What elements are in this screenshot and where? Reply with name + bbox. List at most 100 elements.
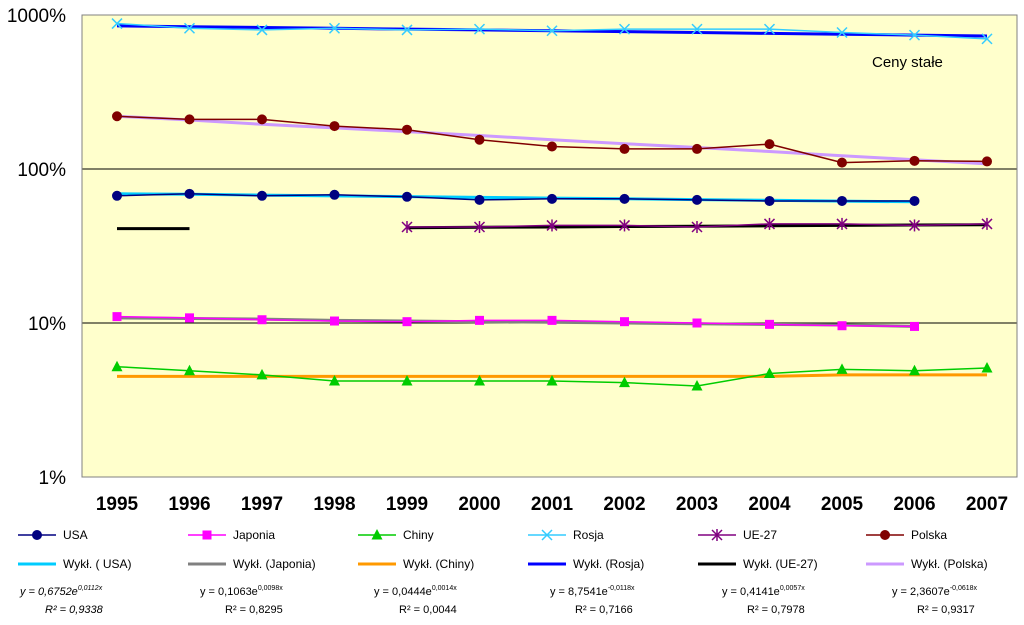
x-tick-label: 1999 xyxy=(386,494,428,515)
data-point xyxy=(401,221,413,234)
legend-item-chiny: Chiny xyxy=(358,528,434,542)
legend-label: Rosja xyxy=(573,528,604,542)
data-point xyxy=(329,375,340,386)
equation-text: y = 0,1063e0,0098x xyxy=(200,585,283,598)
legend-label: Japonia xyxy=(233,528,275,542)
data-point xyxy=(184,114,195,125)
series-usa xyxy=(112,188,920,206)
x-tick-label: 2002 xyxy=(603,494,645,515)
r-squared-text: R² = 0,9338 xyxy=(45,604,104,616)
x-tick-label: 2001 xyxy=(531,494,574,515)
data-point xyxy=(541,529,553,541)
data-point xyxy=(329,121,340,132)
data-point xyxy=(764,139,775,150)
data-point xyxy=(475,315,484,325)
legend-label: Wykł. (Chiny) xyxy=(403,557,474,571)
data-point xyxy=(184,364,195,376)
data-point xyxy=(711,529,723,541)
x-tick-label: 2003 xyxy=(676,494,718,515)
data-point xyxy=(692,143,702,154)
data-point xyxy=(618,23,631,35)
data-point xyxy=(256,368,268,380)
data-point xyxy=(474,194,485,205)
data-point xyxy=(202,530,212,540)
data-point xyxy=(546,219,558,232)
x-tick-label: 2004 xyxy=(748,494,791,515)
data-point xyxy=(908,219,921,232)
equation-text: y = 0,4141e0,0057x xyxy=(722,585,805,598)
trendline-equation: y = 0,1063e0,0098x R² = 0,8295 xyxy=(200,585,283,616)
legend-item-wyk-usa: Wykł. ( USA) xyxy=(18,557,132,571)
data-point xyxy=(909,155,920,166)
legend-label: Wykł. ( USA) xyxy=(63,557,132,571)
data-point xyxy=(256,24,268,36)
data-point xyxy=(112,190,122,201)
data-point xyxy=(547,193,557,204)
data-point xyxy=(763,217,776,230)
x-tick-label: 1997 xyxy=(241,494,283,515)
data-point xyxy=(981,362,993,373)
data-point xyxy=(836,26,848,39)
legend-label: USA xyxy=(63,528,88,542)
data-point xyxy=(619,143,630,154)
y-tick-label: 1000% xyxy=(7,6,66,27)
series-line xyxy=(116,315,915,328)
trendline-equation: y = 0,0444e0,0014x R² = 0,0044 xyxy=(374,585,457,616)
r-squared-text: R² = 0,7978 xyxy=(747,604,805,616)
data-point xyxy=(473,221,486,234)
data-point xyxy=(402,124,412,135)
data-point xyxy=(619,376,630,388)
legend-item-rosja: Rosja xyxy=(528,528,604,542)
series-polska xyxy=(112,111,992,168)
data-point xyxy=(908,29,921,41)
y-tick-label: 100% xyxy=(17,160,66,181)
legend-label: Wykł. (Polska) xyxy=(911,557,988,571)
data-point xyxy=(474,375,485,386)
r-squared-text: R² = 0,7166 xyxy=(575,604,633,616)
legend-item-japonia: Japonia xyxy=(188,528,275,542)
data-point xyxy=(981,33,993,45)
legend-label: Chiny xyxy=(403,528,434,542)
trendline-equation: y = 0,6752e0,0112x R² = 0,9338 xyxy=(19,585,104,616)
data-point xyxy=(765,319,774,329)
chart-annotation: Ceny stałe xyxy=(872,54,943,71)
data-point xyxy=(402,317,412,327)
series-chiny xyxy=(111,360,993,391)
data-point xyxy=(691,221,703,234)
data-point xyxy=(184,188,195,199)
data-point xyxy=(330,316,339,326)
data-point xyxy=(257,114,267,125)
series-line xyxy=(116,193,915,202)
data-point xyxy=(880,530,890,540)
data-point xyxy=(546,375,558,386)
data-point xyxy=(619,193,630,204)
data-point xyxy=(257,190,267,201)
data-point xyxy=(763,23,776,35)
x-tick-label: 2005 xyxy=(821,494,864,515)
trendline-equation: y = 8,7541e-0,0118x R² = 0,7166 xyxy=(550,585,635,616)
r-squared-text: R² = 0,9317 xyxy=(917,604,975,616)
x-tick-label: 1996 xyxy=(168,494,210,515)
equation-text: y = 2,3607e-0,0618x xyxy=(892,585,978,598)
legend-item-polska: Polska xyxy=(866,528,947,542)
legend-label: UE-27 xyxy=(743,528,777,542)
data-point xyxy=(836,363,848,374)
data-point xyxy=(546,25,558,37)
legend-item-wyk-polska: Wykł. (Polska) xyxy=(866,557,988,571)
data-point xyxy=(620,317,629,327)
data-point xyxy=(837,321,847,331)
data-point xyxy=(691,23,703,35)
data-point xyxy=(257,315,267,325)
x-tick-label: 1998 xyxy=(313,494,355,515)
legend-item-ue-27: UE-27 xyxy=(698,528,777,542)
data-point xyxy=(909,364,920,376)
plot-area xyxy=(82,15,1017,477)
data-point xyxy=(401,24,413,36)
y-tick-label: 10% xyxy=(28,314,66,335)
legend-label: Wykł. (Japonia) xyxy=(233,557,316,571)
series-japonia xyxy=(112,312,919,331)
data-point xyxy=(836,217,848,230)
data-point xyxy=(474,134,485,145)
legend-label: Polska xyxy=(911,528,947,542)
